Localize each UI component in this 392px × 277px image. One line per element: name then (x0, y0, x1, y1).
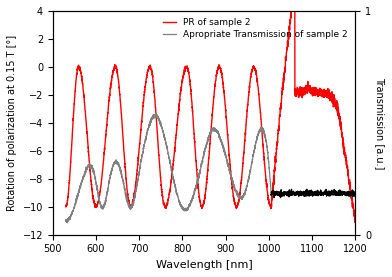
PR of sample 2 (250, 67, 255, 71)
PR of sample 2 (135, 162, 140, 166)
Apropriate Transmission of sample 2 (263, 135, 267, 138)
Apropriate Transmission of sample 2 (225, 162, 230, 165)
X-axis label: Wavelength [nm]: Wavelength [nm] (156, 260, 252, 270)
Apropriate Transmission of sample 2 (154, 112, 158, 116)
Apropriate Transmission of sample 2 (163, 141, 168, 144)
Apropriate Transmission of sample 2 (263, 134, 268, 137)
PR of sample 2 (353, 221, 358, 224)
PR of sample 2 (70, 139, 74, 142)
Apropriate Transmission of sample 2 (158, 121, 163, 124)
Apropriate Transmission of sample 2 (269, 191, 273, 194)
Apropriate Transmission of sample 2 (74, 200, 79, 203)
Y-axis label: Transmission [a.u.]: Transmission [a.u.] (375, 77, 385, 169)
Line: PR of sample 2: PR of sample 2 (66, 0, 355, 222)
PR of sample 2 (353, 216, 358, 219)
Apropriate Transmission of sample 2 (64, 219, 68, 223)
PR of sample 2 (79, 72, 83, 75)
PR of sample 2 (164, 204, 169, 208)
Y-axis label: Rotation of polarization at 0.15 T [°]: Rotation of polarization at 0.15 T [°] (7, 35, 17, 211)
Apropriate Transmission of sample 2 (65, 221, 70, 225)
PR of sample 2 (64, 205, 68, 208)
PR of sample 2 (209, 126, 214, 129)
Legend: PR of sample 2, Apropriate Transmission of sample 2: PR of sample 2, Apropriate Transmission … (160, 16, 351, 42)
Line: Apropriate Transmission of sample 2: Apropriate Transmission of sample 2 (66, 114, 271, 223)
